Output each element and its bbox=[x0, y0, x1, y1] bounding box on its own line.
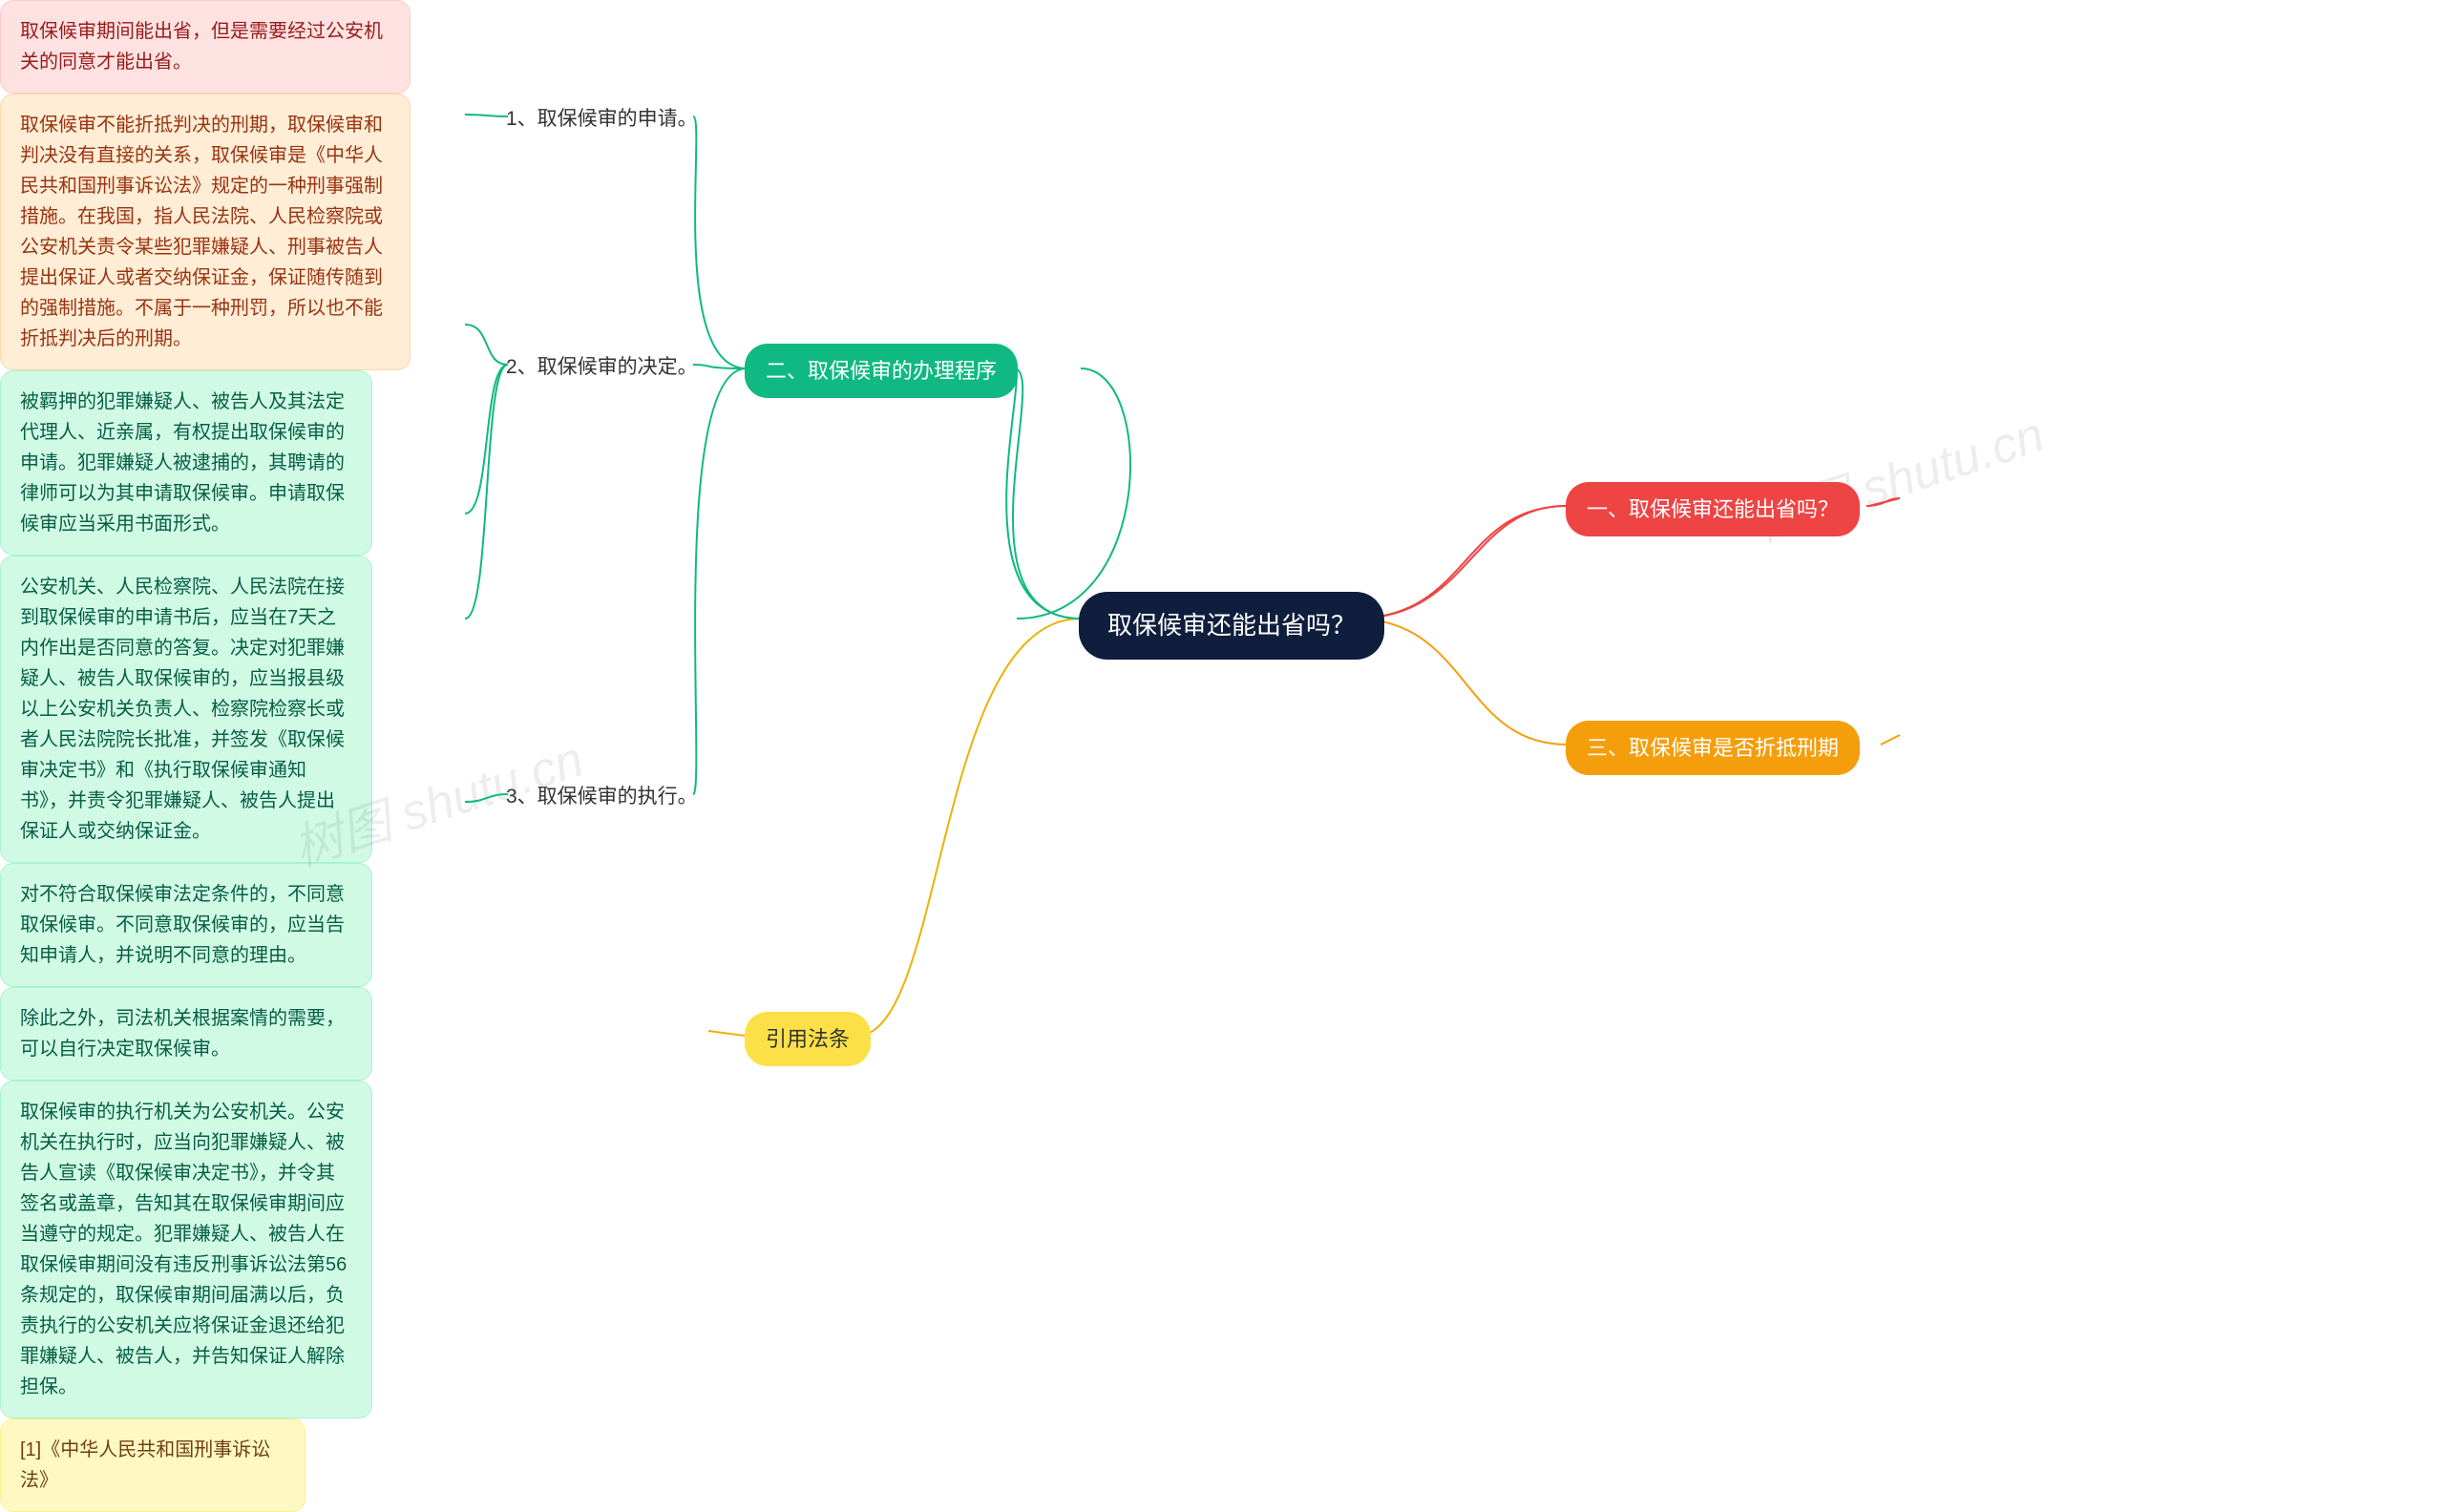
branch-two-sub2-leaf1: 对不符合取保候审法定条件的，不同意取保候审。不同意取保候审的，应当告知申请人，并… bbox=[0, 863, 372, 987]
branch-three-leaf: 取保候审不能折抵判决的刑期，取保候审和判决没有直接的关系，取保候审是《中华人民共… bbox=[0, 94, 411, 370]
branch-one: 一、取保候审还能出省吗？ bbox=[1566, 482, 1860, 536]
branch-one-leaf: 取保候审期间能出省，但是需要经过公安机关的同意才能出省。 bbox=[0, 0, 411, 94]
branch-two-sub2: 2、取保候审的决定。 bbox=[506, 348, 698, 387]
branch-two-sub1: 1、取保候审的申请。 bbox=[506, 100, 698, 138]
branch-two-sub2-leaf0: 公安机关、人民检察院、人民法院在接到取保候审的申请书后，应当在7天之内作出是否同… bbox=[0, 556, 372, 863]
branch-ref-leaf: [1]《中华人民共和国刑事诉讼法》 bbox=[0, 1418, 306, 1512]
branch-two-sub3-leaf: 取保候审的执行机关为公安机关。公安机关在执行时，应当向犯罪嫌疑人、被告人宣读《取… bbox=[0, 1081, 372, 1418]
branch-ref: 引用法条 bbox=[745, 1012, 871, 1066]
branch-two-sub3: 3、取保候审的执行。 bbox=[506, 778, 698, 816]
branch-two-sub1-leaf: 被羁押的犯罪嫌疑人、被告人及其法定代理人、近亲属，有权提出取保候审的申请。犯罪嫌… bbox=[0, 370, 372, 556]
branch-two: 二、取保候审的办理程序 bbox=[745, 344, 1018, 398]
branch-two-sub2-leaf2: 除此之外，司法机关根据案情的需要，可以自行决定取保候审。 bbox=[0, 987, 372, 1081]
root-node: 取保候审还能出省吗？ bbox=[1079, 592, 1384, 660]
branch-three: 三、取保候审是否折抵刑期 bbox=[1566, 721, 1860, 775]
